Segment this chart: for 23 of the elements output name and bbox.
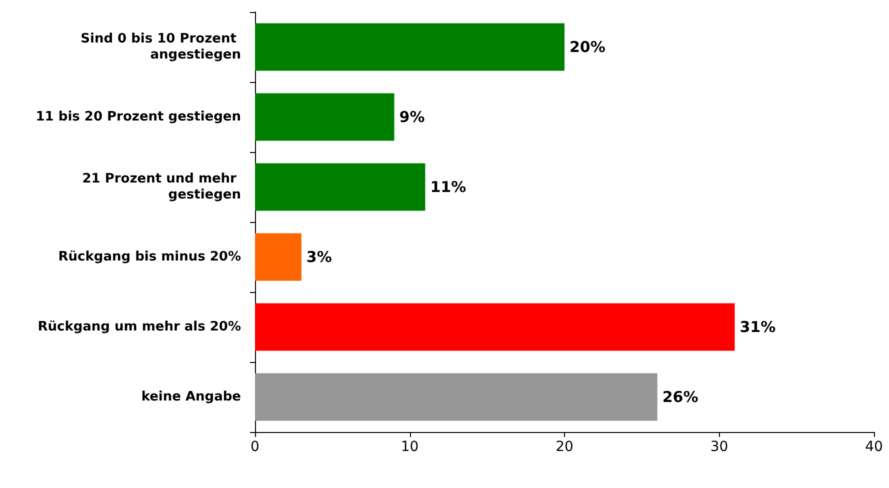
y-tick-label: 11 bis 20 Prozent gestiegen xyxy=(36,110,241,124)
y-tick-label: Sind 0 bis 10 Prozent angestiegen xyxy=(80,32,241,62)
y-tick-label: Rückgang um mehr als 20% xyxy=(38,320,241,334)
bar xyxy=(255,303,735,351)
bar xyxy=(255,373,658,421)
bar xyxy=(255,93,394,141)
y-tick-label: 21 Prozent und mehr gestiegen xyxy=(82,172,241,202)
data-label: 3% xyxy=(306,248,332,266)
y-tick-label: keine Angabe xyxy=(141,390,242,404)
data-label: 26% xyxy=(662,388,698,406)
data-label: 31% xyxy=(740,318,776,336)
x-tick-label: 10 xyxy=(400,439,419,455)
bar xyxy=(255,163,426,211)
bar xyxy=(255,23,564,71)
y-tick-label: Rückgang bis minus 20% xyxy=(58,250,241,264)
x-tick-label: 0 xyxy=(250,439,260,455)
data-label: 20% xyxy=(570,38,606,56)
data-label: 9% xyxy=(399,108,425,126)
x-tick-label: 40 xyxy=(865,439,883,455)
x-tick-label: 20 xyxy=(556,439,574,455)
bar xyxy=(255,233,302,281)
x-tick-label: 30 xyxy=(710,439,728,455)
data-label: 11% xyxy=(430,178,466,196)
